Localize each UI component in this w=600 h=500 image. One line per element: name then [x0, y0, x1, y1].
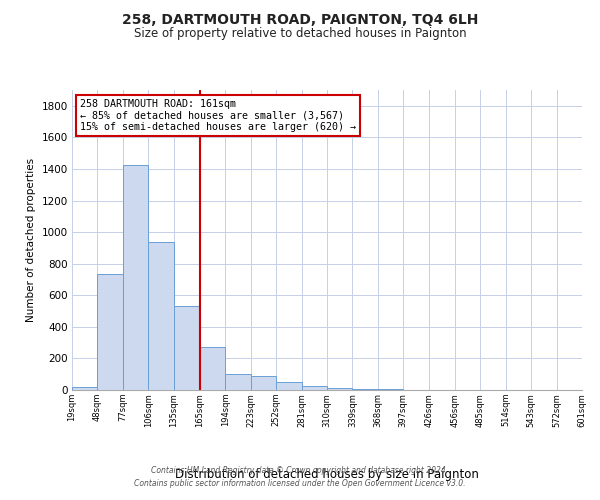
Bar: [200, 348, 226, 390]
Bar: [148, 242, 173, 390]
Text: 258, DARTMOUTH ROAD, PAIGNTON, TQ4 6LH: 258, DARTMOUTH ROAD, PAIGNTON, TQ4 6LH: [122, 12, 478, 26]
Bar: [302, 386, 327, 390]
X-axis label: Distribution of detached houses by size in Paignton: Distribution of detached houses by size …: [175, 468, 479, 481]
Bar: [352, 388, 378, 390]
Bar: [97, 274, 123, 390]
Bar: [226, 374, 251, 390]
Bar: [72, 387, 97, 390]
Bar: [123, 165, 148, 390]
Bar: [378, 389, 403, 390]
Bar: [173, 306, 200, 390]
Text: Size of property relative to detached houses in Paignton: Size of property relative to detached ho…: [134, 28, 466, 40]
Bar: [276, 382, 302, 390]
Y-axis label: Number of detached properties: Number of detached properties: [26, 158, 36, 322]
Text: Contains HM Land Registry data © Crown copyright and database right 2024.
Contai: Contains HM Land Registry data © Crown c…: [134, 466, 466, 487]
Bar: [251, 376, 276, 390]
Bar: [327, 388, 352, 390]
Text: 258 DARTMOUTH ROAD: 161sqm
← 85% of detached houses are smaller (3,567)
15% of s: 258 DARTMOUTH ROAD: 161sqm ← 85% of deta…: [80, 99, 356, 132]
